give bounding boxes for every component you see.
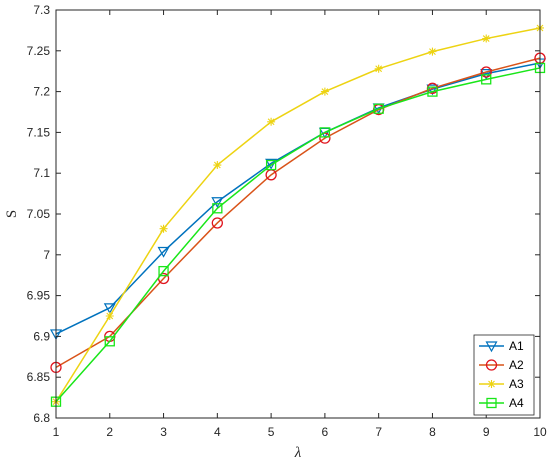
data-point (211, 217, 223, 229)
data-point (374, 64, 383, 73)
data-point (373, 103, 384, 114)
legend-marker (485, 341, 498, 353)
x-tick-label: 4 (214, 425, 221, 439)
star-marker-stroke (320, 87, 329, 96)
series-line (55, 67, 541, 403)
x-tick-label: 10 (533, 425, 547, 439)
data-point (481, 74, 492, 85)
x-tick-label: 8 (429, 425, 436, 439)
series-A4 (50, 62, 546, 407)
legend-label: A2 (509, 358, 524, 372)
data-point (213, 161, 222, 170)
star-marker-stroke (374, 64, 383, 73)
x-tick-label: 3 (160, 425, 167, 439)
series-line (55, 27, 541, 403)
star-marker-stroke (487, 380, 496, 388)
x-tick-label: 1 (53, 425, 60, 439)
series-layer (49, 23, 547, 407)
legend-item-A2: A2 (479, 358, 524, 372)
data-point (319, 127, 331, 138)
legend-label: A1 (509, 339, 524, 353)
x-tick-label: 5 (268, 425, 275, 439)
data-point (103, 303, 116, 315)
y-tick-label: 6.95 (27, 289, 51, 303)
legend: A1 A2 A3 A4 (473, 334, 535, 416)
data-point (211, 197, 224, 208)
star-marker-stroke (482, 34, 491, 43)
y-tick-label: 6.85 (27, 370, 51, 384)
star-marker-stroke (267, 117, 276, 126)
legend-item-A4: A4 (479, 396, 524, 410)
y-tick-label: 7.15 (27, 125, 51, 139)
data-point (157, 246, 170, 258)
data-point (105, 312, 114, 320)
data-point (159, 224, 168, 233)
legend-marker (487, 380, 496, 388)
x-tick-label: 2 (106, 425, 113, 439)
x-tick-label: 9 (483, 425, 490, 439)
data-point (480, 69, 493, 80)
y-axis-ticks: 6.8 6.85 6.9 6.95 7 7.05 7.1 7.15 7.2 7.25 7.3 (27, 3, 540, 425)
y-tick-label: 7.3 (33, 3, 50, 17)
x-axis-ticks: 1 2 3 4 5 6 7 8 9 10 (53, 10, 547, 439)
data-point (427, 86, 438, 97)
legend-marker (485, 359, 498, 371)
y-tick-label: 7.05 (27, 207, 51, 221)
y-tick-label: 7 (43, 248, 50, 262)
legend-item-A3: A3 (479, 377, 524, 391)
legend-box (473, 334, 535, 416)
data-point (480, 66, 492, 78)
data-point (428, 47, 437, 56)
y-tick-label: 6.8 (33, 411, 50, 425)
y-tick-label: 6.9 (33, 329, 50, 343)
data-point (482, 34, 491, 43)
data-point (267, 117, 276, 126)
plot-area (56, 10, 540, 418)
y-axis-label: S (4, 210, 20, 218)
data-point (320, 87, 329, 96)
data-point (265, 159, 277, 171)
legend-marker (486, 397, 497, 409)
legend-item-A1: A1 (479, 339, 524, 353)
data-point (158, 265, 169, 277)
star-marker-stroke (428, 47, 437, 56)
y-tick-label: 7.2 (33, 85, 50, 99)
legend-label: A3 (509, 377, 524, 391)
y-tick-label: 7.25 (27, 44, 51, 58)
data-point (104, 336, 115, 347)
x-tick-label: 7 (375, 425, 382, 439)
star-marker-stroke (159, 224, 168, 233)
legend-label: A4 (509, 396, 524, 410)
data-point (212, 203, 223, 214)
y-tick-label: 7.1 (33, 166, 50, 180)
star-marker-stroke (105, 312, 114, 320)
star-marker-stroke (213, 161, 222, 170)
x-axis-label: λ (294, 445, 302, 461)
x-tick-label: 6 (322, 425, 329, 439)
